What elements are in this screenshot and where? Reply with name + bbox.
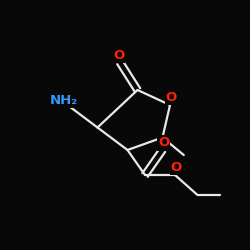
Text: O: O: [158, 136, 170, 149]
Text: O: O: [166, 91, 177, 104]
Text: NH₂: NH₂: [50, 94, 78, 106]
Text: O: O: [113, 49, 124, 62]
Text: O: O: [170, 161, 182, 174]
